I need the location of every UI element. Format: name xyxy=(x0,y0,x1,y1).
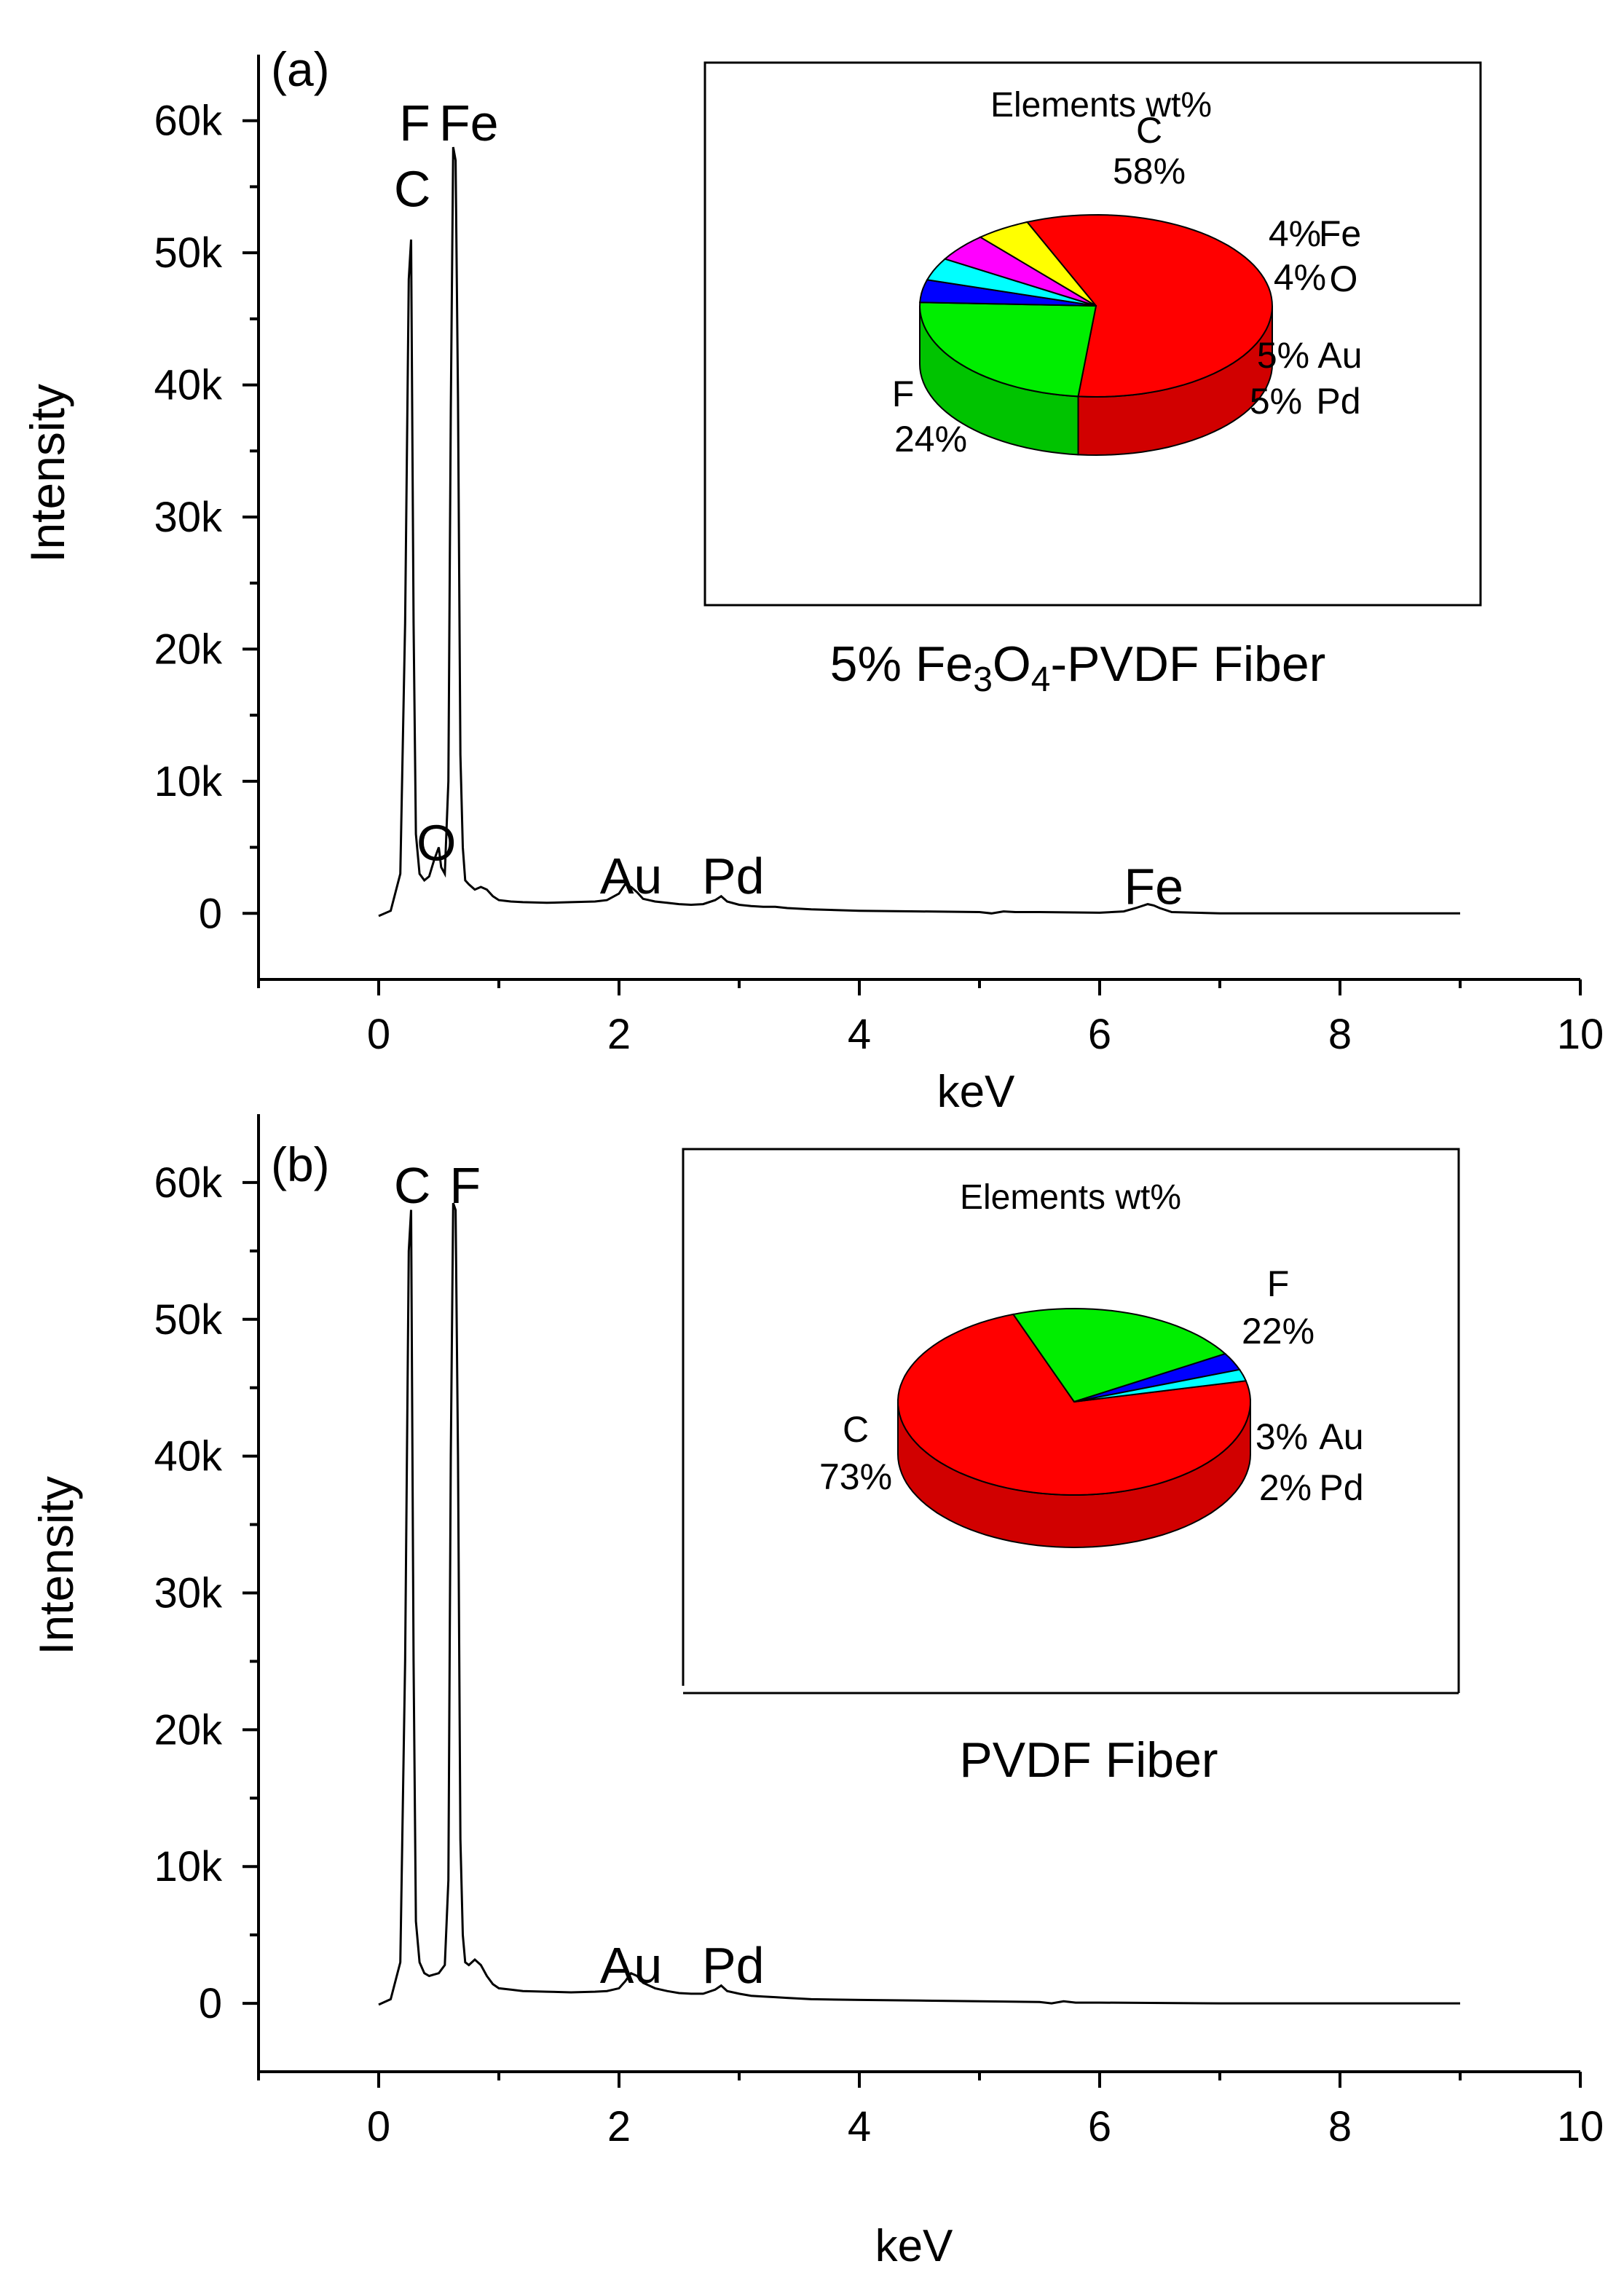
panel-b-y-tick-label: 30k xyxy=(154,1570,223,1617)
panel-a-y-tick-label: 40k xyxy=(154,362,223,409)
panel-a-pie-percent-fe: 4% xyxy=(1269,213,1321,254)
panel-b-inset: Elements wt% C 73% F 22% Au 3% Pd2% PVDF Fiber xyxy=(682,1148,1460,1788)
panel-a-y-tick-label: 10k xyxy=(154,758,223,805)
panel-a-caption-suffix: -PVDF Fiber xyxy=(1051,636,1326,692)
panel-a-pie-slice-f xyxy=(918,301,1097,398)
panel-a-x-tick-label: 6 xyxy=(1088,1011,1111,1058)
panel-a-peak-label: O xyxy=(417,815,456,872)
panel-a-pie-slice-c xyxy=(1025,213,1274,398)
panel-b-y-tick-label: 50k xyxy=(154,1296,223,1344)
panel-b-peak-label: Au xyxy=(600,1937,663,1994)
panel-b-pie-label-pd: Pd xyxy=(1319,1467,1363,1508)
panel-b-pie-label-f: F xyxy=(1267,1263,1290,1304)
panel-b-x-tick-label: 0 xyxy=(367,2103,390,2150)
panel-a-peak-label: F xyxy=(399,95,430,151)
panel-a-pie-label-pd: Pd xyxy=(1316,381,1360,422)
panel-a-caption-mid: O xyxy=(993,636,1031,692)
panel-a-pie-chart: C58%F24%Fe4%O4%Au5%Pd5% xyxy=(892,110,1363,459)
panel-b-y-tick-label: 40k xyxy=(154,1433,223,1480)
panel-a-y-tick-label: 50k xyxy=(154,229,223,277)
panel-a-peak-label: Au xyxy=(600,848,663,904)
panel-a-y-tick-label: 0 xyxy=(199,890,222,937)
panel-a-tick-labels: 0 2 4 6 8 10 0 10k 20k 30k 40k 50k 60k xyxy=(154,98,1604,1058)
panel-a-x-tick-label: 8 xyxy=(1328,1011,1352,1058)
panel-a-pie-label-au: Au xyxy=(1317,335,1362,376)
panel-a-caption-sub1: 3 xyxy=(973,660,993,699)
panel-b-pie-slice-f xyxy=(1012,1307,1227,1403)
panel-b-pie-label-au: Au xyxy=(1319,1416,1363,1457)
panel-a-ticks xyxy=(243,119,1582,995)
panel-a-pie-label-o: O xyxy=(1330,259,1358,299)
panel-a-pie-percent-au: 5% xyxy=(1257,335,1309,376)
panel-b-x-tick-label: 10 xyxy=(1557,2103,1604,2150)
panel-a-pie-slice-o xyxy=(926,258,1097,307)
panel-a-peak-label: Fe xyxy=(439,95,499,151)
panel-b-pie-percent-f: 22% xyxy=(1242,1311,1314,1352)
panel-a-pie-slice-au xyxy=(943,236,1097,307)
panel-b-peak-labels: C F Au Pd xyxy=(394,1157,765,1994)
panel-a-pie-percent-f: 24% xyxy=(894,419,967,459)
panel-b-y-tick-label: 60k xyxy=(154,1159,223,1207)
panel-b-y-tick-label: 10k xyxy=(154,1843,223,1890)
panel-b-inset-caption: PVDF Fiber xyxy=(959,1732,1218,1788)
panel-b-pie-slice-c xyxy=(896,1313,1252,1496)
panel-b-ticks xyxy=(243,1180,1582,2088)
panel-b-inset-title: Elements wt% xyxy=(960,1178,1181,1217)
panel-a-pie-percent-pd: 5% xyxy=(1250,381,1302,422)
panel-b-spectrum-line xyxy=(378,1202,1460,2006)
panel-b-pie-chart: C 73% F 22% Au 3% Pd2% xyxy=(819,1263,1364,1549)
panel-b-peak-label: Pd xyxy=(702,1937,765,1994)
panel-b-pie-percent-pd: 2% xyxy=(1259,1467,1312,1508)
panel-b-pie-percent-c: 73% xyxy=(819,1456,892,1497)
panel-a-peak-label: C xyxy=(394,161,431,218)
panel-a-caption-prefix: 5% Fe xyxy=(830,636,974,692)
panel-a-y-tick-label: 60k xyxy=(154,98,223,145)
panel-b-peak-label: C xyxy=(394,1157,431,1214)
panel-a-y-axis-label: Intensity xyxy=(20,384,74,563)
panel-a-y-tick-label: 20k xyxy=(154,626,223,673)
panel-b-y-tick-label: 20k xyxy=(154,1706,223,1754)
panel-a-x-tick-label: 2 xyxy=(607,1011,631,1058)
panel-b-x-tick-label: 4 xyxy=(848,2103,871,2150)
panel-a-pie-slice-pd xyxy=(978,221,1097,307)
panel-a-pie-percent-c: 58% xyxy=(1113,151,1186,192)
panel-a-pie-label-f: F xyxy=(892,374,915,414)
panel-a-caption-sub2: 4 xyxy=(1031,660,1051,699)
panel-b-x-tick-label: 6 xyxy=(1088,2103,1111,2150)
panel-a-y-tick-label: 30k xyxy=(154,494,223,541)
panel-b-x-axis-label: keV xyxy=(875,2221,953,2271)
panel-a-spectrum-chart: 0 2 4 6 8 10 0 10k 20k 30k 40k 50k 60k keV Intensity… xyxy=(20,42,1604,1117)
panel-b-spectrum-chart: 0 2 4 6 8 10 0 10k 20k 30k 40k 50k 60k keV Intensity… xyxy=(29,1114,1604,2271)
panel-a-inset-title: Elements wt% xyxy=(990,86,1212,125)
panel-b-y-axis-label: Intensity xyxy=(29,1476,83,1655)
panel-b-y-tick-label: 0 xyxy=(199,1980,222,2027)
panel-b-x-tick-label: 2 xyxy=(607,2103,631,2150)
panel-b-tick-labels: 0 2 4 6 8 10 0 10k 20k 30k 40k 50k 60k xyxy=(154,1159,1604,2150)
panel-a-label: (a) xyxy=(271,42,330,96)
panel-a-inset-caption: 5% Fe3O4-PVDF Fiber xyxy=(830,636,1326,699)
panel-b-x-tick-label: 8 xyxy=(1328,2103,1352,2150)
panel-a-inset: Elements wt% C58%F24%Fe4%O4%Au5%Pd5% 5% … xyxy=(703,61,1482,699)
panel-b-caption-prefix: PVDF Fiber xyxy=(959,1732,1218,1788)
panel-a-x-axis-label: keV xyxy=(937,1067,1015,1117)
panel-b-pie-slice-pd xyxy=(1073,1368,1247,1403)
panel-b-peak-label: F xyxy=(449,1157,481,1214)
panel-a-pie-label-fe: Fe xyxy=(1319,213,1361,254)
panel-b-pie-label-c: C xyxy=(843,1409,869,1450)
panel-a-pie-percent-o: 4% xyxy=(1274,257,1326,298)
panel-a-x-tick-label: 4 xyxy=(848,1011,871,1058)
panel-a-peak-label: Pd xyxy=(702,848,765,904)
panel-a-pie-label-c: C xyxy=(1136,110,1162,151)
panel-a-x-tick-label: 0 xyxy=(367,1011,390,1058)
panel-a-spectrum-line xyxy=(378,146,1460,918)
panel-a-peak-label: Fe xyxy=(1124,859,1183,915)
panel-a-x-tick-label: 10 xyxy=(1557,1011,1604,1058)
panel-b-pie-percent-au: 3% xyxy=(1256,1416,1308,1457)
panel-b-label: (b) xyxy=(271,1137,330,1191)
